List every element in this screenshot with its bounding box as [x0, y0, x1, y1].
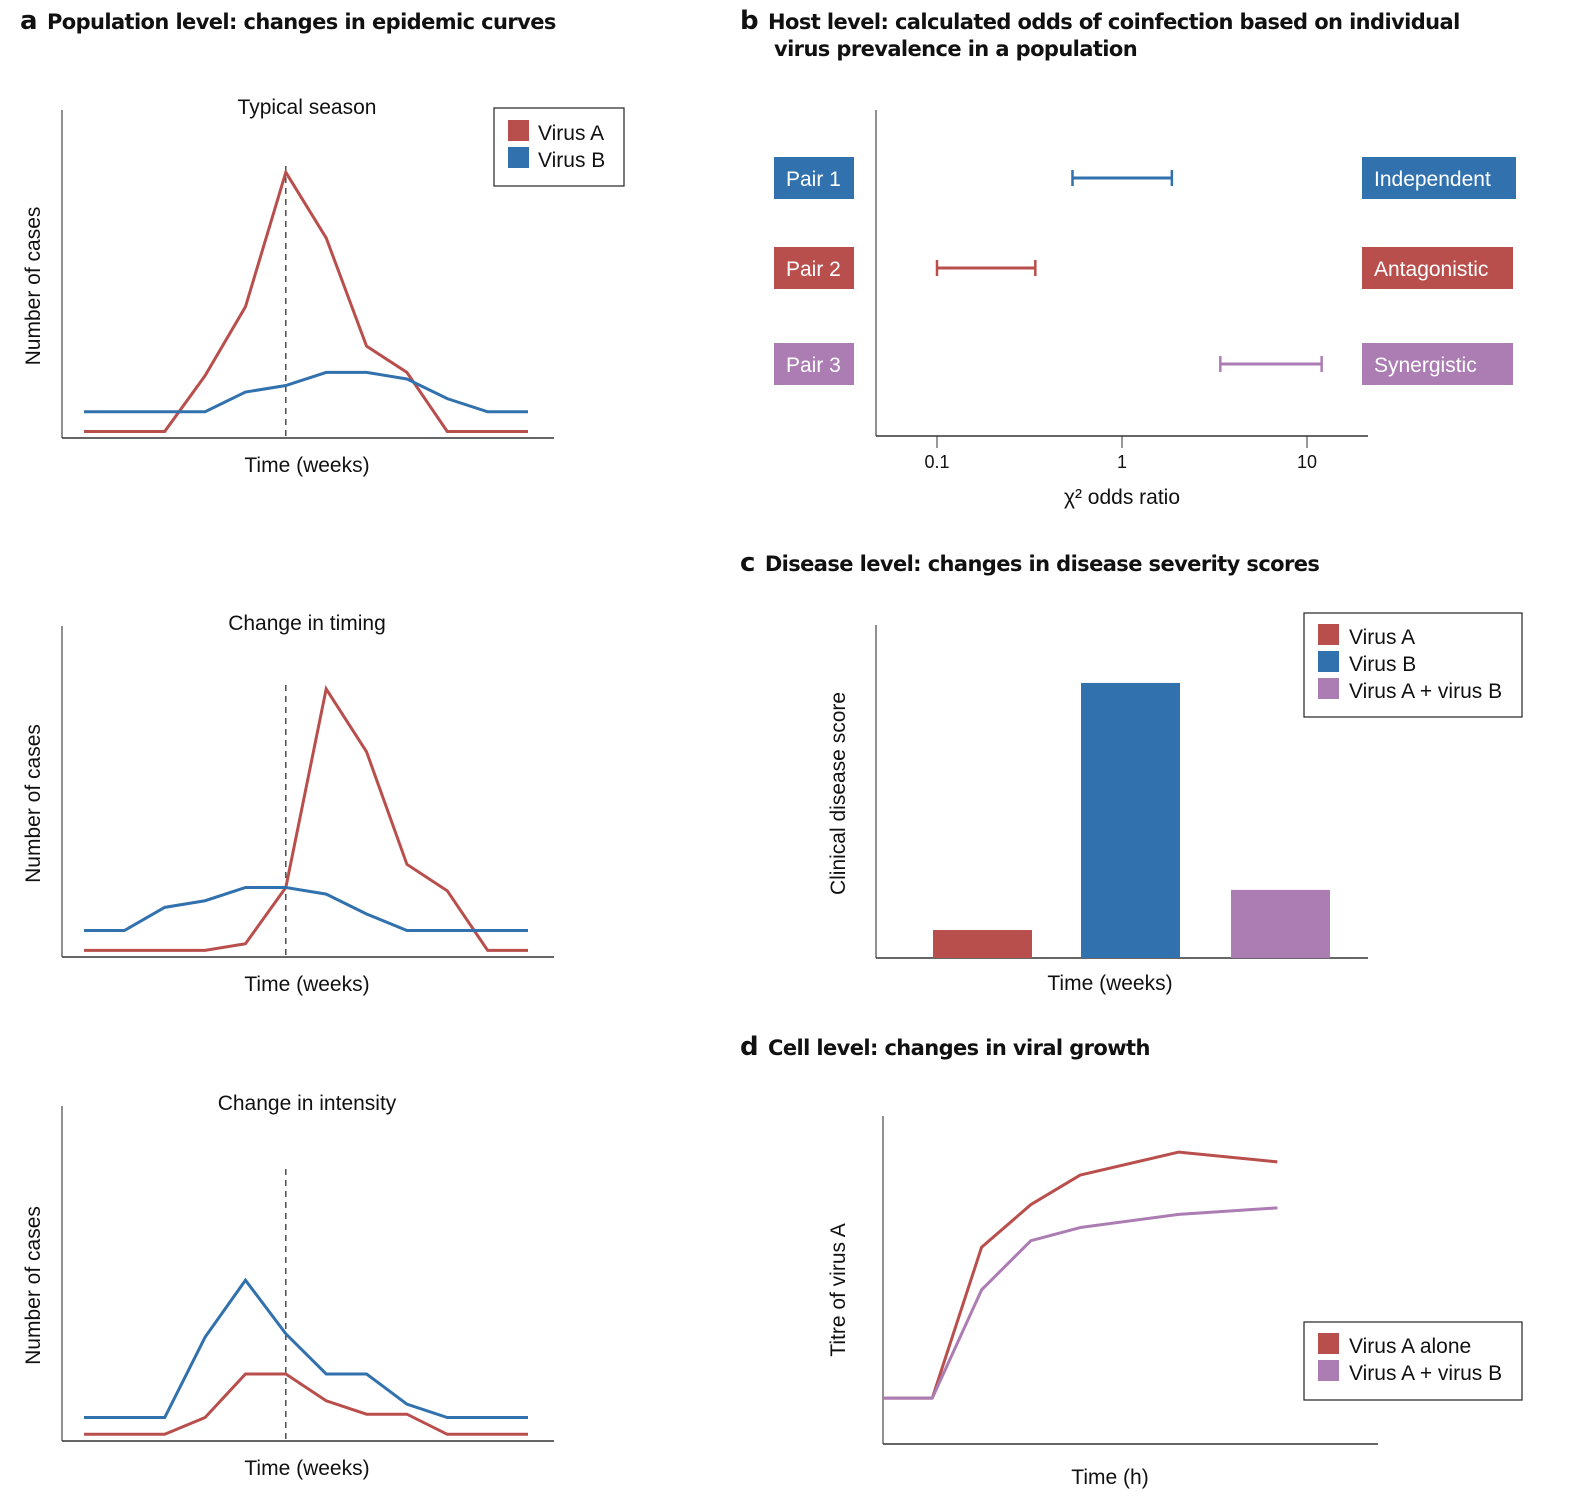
result-tag	[1362, 247, 1513, 289]
legend-label: Virus A	[1349, 626, 1415, 649]
legend	[1303, 612, 1523, 718]
series-line-virus-b	[84, 370, 528, 414]
panel-letter: a	[20, 6, 38, 36]
series-line-virus-b	[84, 885, 528, 933]
legend-swatch	[1318, 1333, 1339, 1354]
series-line-virus-a-alone	[883, 1150, 1278, 1400]
series-line-virus-b	[84, 1277, 528, 1420]
y-axis-label: Number of cases	[22, 1206, 45, 1365]
chart-title: Typical season	[238, 96, 377, 119]
series-line-virus-a-virus-b	[883, 1206, 1278, 1400]
result-label: Antagonistic	[1374, 258, 1488, 281]
bar-virus-b	[1081, 682, 1180, 958]
y-axis-label: Clinical disease score	[827, 692, 850, 895]
x-axis-label: χ² odds ratio	[1064, 486, 1180, 509]
result-tag	[1362, 343, 1513, 385]
legend-label: Virus B	[1349, 653, 1416, 676]
legend-label: Virus A + virus B	[1349, 1362, 1502, 1385]
series-line-virus-a	[84, 168, 528, 433]
y-axis-label: Titre of virus A	[827, 1223, 850, 1356]
x-axis-label: Time (weeks)	[244, 454, 369, 477]
x-axis-label: Time (weeks)	[244, 973, 369, 996]
legend-swatch	[508, 120, 529, 141]
legend-swatch	[1318, 678, 1339, 699]
legend-label: Virus B	[538, 149, 605, 172]
result-label: Synergistic	[1374, 354, 1477, 377]
legend-box	[1303, 1321, 1523, 1401]
legend-swatch	[1318, 1360, 1339, 1381]
legend-label: Virus A + virus B	[1349, 680, 1502, 703]
legend-swatch	[1318, 624, 1339, 645]
x-axis-label: Time (weeks)	[244, 1457, 369, 1480]
series-line-virus-a	[84, 1372, 528, 1436]
pair-label: Pair 1	[786, 168, 841, 191]
panel-letter: c	[740, 548, 755, 578]
panel-letter: b	[740, 6, 759, 36]
legend-swatch	[1318, 651, 1339, 672]
y-axis-label: Number of cases	[22, 724, 45, 883]
pair-label: Pair 3	[786, 354, 841, 377]
legend-label: Virus A	[538, 122, 604, 145]
y-axis-label: Number of cases	[22, 207, 45, 366]
legend-swatch	[508, 147, 529, 168]
x-axis-label: Time (h)	[1071, 1466, 1148, 1489]
result-label: Independent	[1374, 168, 1491, 191]
x-axis-label: Time (weeks)	[1047, 972, 1172, 995]
panel-a-title: a Population level: changes in epidemic c…	[20, 6, 556, 36]
panel-c-title: c Disease level: changes in disease sever…	[740, 548, 1320, 578]
pair-label: Pair 2	[786, 258, 841, 281]
legend-label: Virus A alone	[1349, 1335, 1471, 1358]
x-tick-label: 10	[1297, 452, 1317, 472]
panel-letter: d	[740, 1032, 759, 1062]
legend-box	[1303, 612, 1523, 718]
result-tag	[1362, 157, 1516, 199]
bar-virus-a	[933, 930, 1032, 958]
pair-tag	[774, 247, 854, 289]
legend	[493, 107, 625, 187]
x-tick-label: 0.1	[924, 452, 949, 472]
pair-tag	[774, 157, 854, 199]
x-tick-label: 1	[1117, 452, 1127, 472]
panel-b-title: b Host level: calculated odds of coinfect…	[740, 6, 1460, 62]
legend	[1303, 1321, 1523, 1401]
chart-title: Change in intensity	[218, 1092, 397, 1115]
bar-virus-a-virus-b	[1231, 889, 1330, 958]
series-line-virus-a	[84, 684, 528, 952]
panel-d-title: d Cell level: changes in viral growth	[740, 1032, 1150, 1062]
chart-title: Change in timing	[228, 612, 386, 635]
pair-tag	[774, 343, 854, 385]
